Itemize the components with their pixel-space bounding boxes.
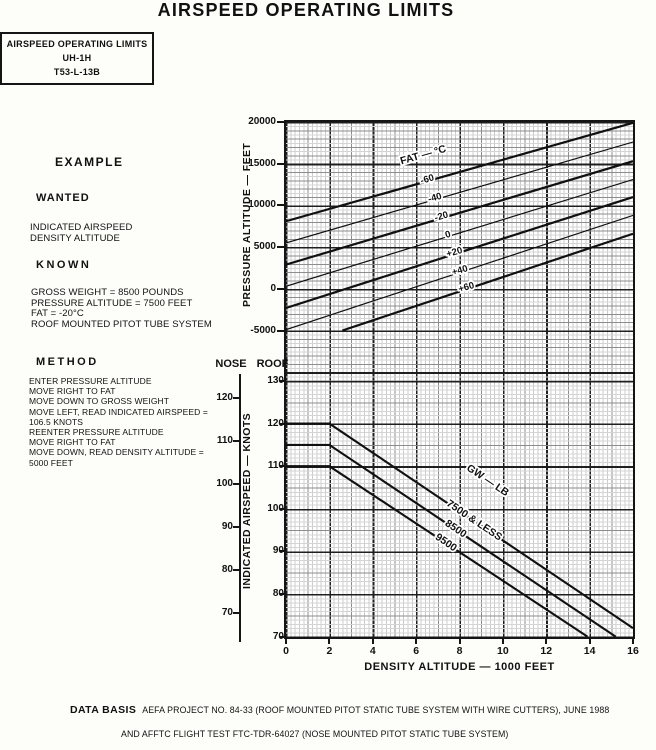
pressure-tick [277,246,286,248]
nose-tick [233,483,239,485]
x-tick-label: 12 [532,645,560,657]
roof-tick-label: 90 [246,545,284,556]
known-lines: GROSS WEIGHT = 8500 POUNDSPRESSURE ALTIT… [31,288,212,330]
x-tick-label: 0 [272,645,300,657]
x-tick [589,637,591,644]
fat-line-label: 0 [444,229,452,241]
pressure-tick-label: -5000 [222,325,276,336]
fat-line-label: +20 [445,245,464,260]
density-altitude-axis-label: DENSITY ALTITUDE — 1000 FEET [286,661,633,673]
pressure-tick [277,288,286,290]
method-line: 106.5 KNOTS [29,417,208,427]
nose-tick [233,569,239,571]
x-tick [502,637,504,644]
method-line: REENTER PRESSURE ALTITUDE [29,427,208,437]
data-basis-label: DATA BASIS [70,704,142,716]
nose-scale-line [239,374,241,642]
wanted-heading: WANTED [36,192,90,204]
known-heading: KNOWN [36,259,91,271]
x-tick-label: 10 [489,645,517,657]
chart-id-box: AIRSPEED OPERATING LIMITS UH-1H T53-L-13… [0,32,154,85]
roof-tick-label: 100 [246,503,284,514]
nose-tick-label: 100 [203,478,233,489]
roof-tick-label: 80 [246,588,284,599]
method-lines: ENTER PRESSURE ALTITUDEMOVE RIGHT TO FAT… [29,376,208,468]
fat-line--60 [286,123,633,221]
fat-line--40 [286,142,633,243]
data-basis-text: AEFA PROJECT NO. 84-33 (ROOF MOUNTED PIT… [142,705,609,715]
pressure-tick-label: 0 [222,283,276,294]
id-box-line: AIRSPEED OPERATING LIMITS [4,37,150,51]
data-basis-line2: AND AFFTC FLIGHT TEST FTC-TDR-64027 (NOS… [121,729,641,739]
x-tick [632,637,634,644]
nose-tick [233,440,239,442]
id-box-line: UH-1H [4,51,150,65]
method-line: MOVE RIGHT TO FAT [29,386,208,396]
pressure-tick [277,163,286,165]
nose-tick-label: 90 [203,521,233,532]
nose-tick [233,612,239,614]
gw-group-label: GW — LB [464,462,511,499]
method-line: ENTER PRESSURE ALTITUDE [29,376,208,386]
fat-line-label: +40 [451,263,470,278]
wanted-line: DENSITY ALTITUDE [30,234,132,245]
fat-line-label: -60 [419,172,435,186]
method-line: MOVE LEFT, READ INDICATED AIRSPEED = [29,407,208,417]
pressure-tick [277,121,286,123]
x-tick [459,637,461,644]
page-title: AIRSPEED OPERATING LIMITS [0,0,612,21]
roof-tick-label: 110 [246,460,284,471]
x-tick [285,637,287,644]
id-box-line: T53-L-13B [4,65,150,79]
fat-line-+60 [342,234,633,331]
curves-overlay: -60-40-200+20+40+60FAT — °C7500 & LESS85… [286,122,633,637]
wanted-lines: INDICATED AIRSPEEDDENSITY ALTITUDE [30,223,132,244]
method-heading: METHOD [36,356,99,368]
x-tick [545,637,547,644]
fat-line-label: -20 [433,209,449,223]
gw-line-9500 [286,466,587,636]
nose-scale-header: NOSE [205,358,257,370]
pressure-tick [277,330,286,332]
pressure-tick-label: 10000 [222,199,276,210]
nose-tick [233,526,239,528]
known-line: ROOF MOUNTED PITOT TUBE SYSTEM [31,320,212,331]
x-tick-label: 6 [402,645,430,657]
method-line: 5000 FEET [29,458,208,468]
roof-tick-label: 70 [246,631,284,642]
x-tick-label: 4 [359,645,387,657]
pressure-tick-label: 15000 [222,158,276,169]
known-line: FAT = -20°C [31,309,212,320]
x-tick [328,637,330,644]
pressure-tick-label: 20000 [222,116,276,127]
nose-tick-label: 120 [203,392,233,403]
indicated-airspeed-axis-label: INDICATED AIRSPEED — KNOTS [241,409,253,592]
method-line: MOVE DOWN, READ DENSITY ALTITUDE = [29,447,208,457]
roof-tick-label: 130 [246,375,284,386]
nose-tick-label: 110 [203,435,233,446]
method-line: MOVE RIGHT TO FAT [29,437,208,447]
fat-line-label: -40 [427,191,443,205]
nose-tick [233,397,239,399]
pressure-tick [277,204,286,206]
x-tick-label: 2 [315,645,343,657]
fat-group-label: FAT — °C [399,143,448,168]
method-line: MOVE DOWN TO GROSS WEIGHT [29,396,208,406]
x-tick-label: 16 [619,645,647,657]
x-tick [372,637,374,644]
data-basis-line1: DATA BASISAEFA PROJECT NO. 84-33 (ROOF M… [70,704,650,716]
known-line: GROSS WEIGHT = 8500 POUNDS [31,288,212,299]
manual-page: AIRSPEED OPERATING LIMITS AIRSPEED OPERA… [0,0,656,750]
roof-tick-label: 120 [246,418,284,429]
wanted-line: INDICATED AIRSPEED [30,223,132,234]
x-tick-label: 8 [446,645,474,657]
nose-tick-label: 80 [203,564,233,575]
x-tick [415,637,417,644]
x-tick-label: 14 [576,645,604,657]
pressure-tick-label: 5000 [222,241,276,252]
example-heading: EXAMPLE [55,155,124,169]
nose-tick-label: 70 [203,607,233,618]
fat-line-label: +60 [457,280,476,295]
